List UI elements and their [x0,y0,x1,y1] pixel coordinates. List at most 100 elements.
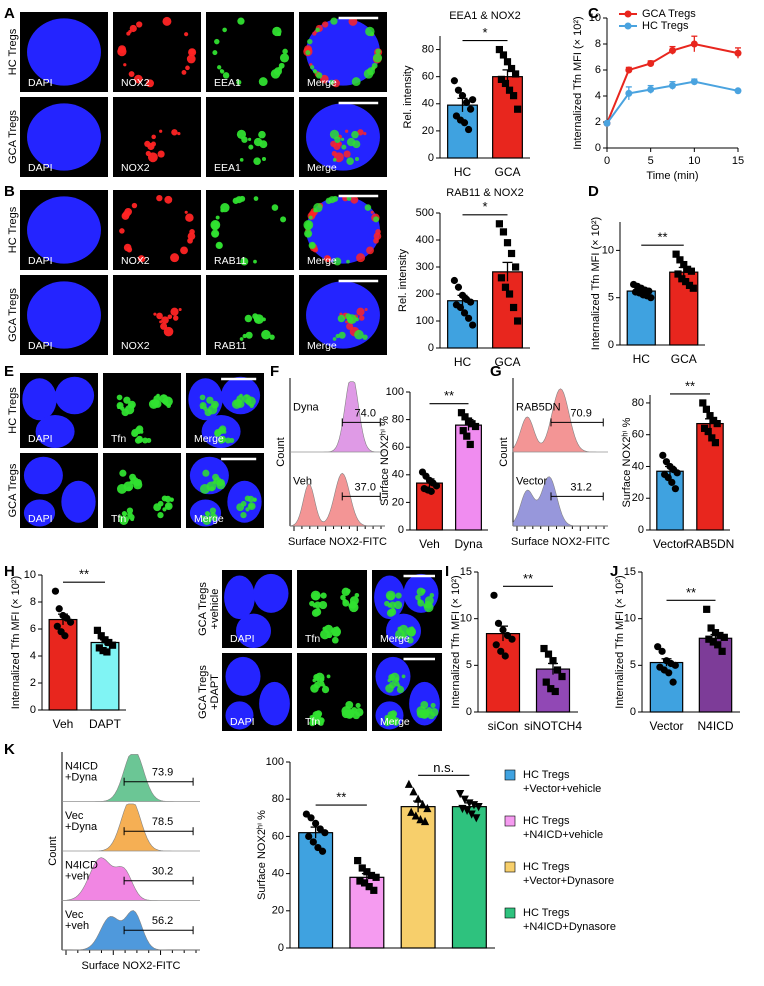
y-tick-label: 10 [624,613,636,625]
channel-label: NOX2 [121,77,150,89]
data-point [466,440,474,449]
stain-blob [167,314,173,320]
stain-blob [151,134,156,140]
stain-blob [389,672,400,683]
data-point [420,816,430,826]
data-point [454,283,463,291]
data-point [472,814,481,823]
data-point [704,427,712,436]
x-tick-label: Vector [649,719,683,733]
data-point [490,591,498,599]
stain-blob [242,394,252,404]
stain-blob [326,634,331,638]
stain-blob [209,507,217,514]
micrograph-tile [206,97,294,177]
stain-blob [185,65,190,71]
data-point [512,263,520,271]
stain-blob [325,256,332,262]
panel-letter: K [4,741,15,758]
data-point [507,249,516,258]
stain-blob [157,150,165,158]
stain-blob [307,38,313,45]
x-tick-label: 5 [648,155,654,167]
stain-blob [356,307,365,316]
bar [451,806,487,949]
stain-blob [345,700,354,709]
data-point [467,298,475,306]
stain-blob [420,700,429,709]
stain-blob [181,70,187,75]
stain-blob [277,32,282,37]
data-point [499,228,508,236]
x-tick-label: Veh [419,537,440,551]
bar [447,104,478,159]
stain-blob [212,473,219,481]
stain-blob [186,54,196,64]
stain-blob [304,222,312,231]
data-point [501,652,509,660]
stain-blob [356,253,366,263]
stain-blob [357,129,364,136]
y-tick-label: 10 [460,613,472,625]
data-point [676,256,684,264]
y-tick-label: 4 [595,90,601,102]
stain-blob [123,243,132,252]
data-point [669,82,676,90]
data-point [669,678,677,686]
y-tick-label: 0 [595,142,601,154]
stain-blob [314,672,325,683]
stain-blob [201,403,205,407]
stain-blob [328,196,336,204]
stain-blob [209,486,215,492]
data-point [461,413,469,421]
x-tick-label: siNOTCH4 [524,719,582,733]
stain-blob [422,712,429,719]
micrograph-tile [103,373,181,448]
nucleus [22,378,57,421]
stain-blob [239,337,244,341]
data-point [665,669,673,677]
stain-blob [258,77,268,86]
row-label: GCA Tregs [7,288,19,342]
data-point [672,250,680,258]
gate-value: 56.2 [152,915,173,927]
y-tick-label: 100 [266,756,284,768]
gate-value: 74.0 [355,407,376,419]
data-point [654,643,662,651]
channel-label: Merge [194,433,224,445]
bar [400,806,436,949]
stain-blob [345,129,349,133]
y-axis-label: Count [47,836,59,865]
data-point [305,832,313,841]
stain-blob [332,628,341,637]
data-point [669,47,676,54]
stain-blob [236,129,247,139]
y-tick-label: 100 [416,315,434,327]
x-tick-label: Veh [53,717,74,731]
data-point [495,45,503,54]
micrograph-tile [206,190,294,270]
x-axis-label: Surface NOX2-FITC [81,960,180,972]
legend-label: +Vector+vehicle [523,783,601,795]
nucleus [23,499,56,527]
y-axis-label: Internalized Tfn MFI (× 10²) [614,575,626,708]
stain-blob [217,65,222,70]
data-point [53,622,61,630]
data-point [625,89,633,97]
micrograph-tile [103,453,181,528]
x-tick-label: GCA [494,355,520,369]
sample-label: Vec [65,909,84,921]
stain-blob [253,196,259,201]
channel-label: Merge [307,77,337,89]
channel-label: DAPI [28,340,53,352]
sample-label: N4ICD [65,761,98,773]
y-axis-label: Rel. intensity [397,249,409,312]
stain-blob [188,48,197,57]
data-point [671,661,679,669]
row-label: HC Tregs [7,387,19,434]
data-point [467,105,475,113]
stain-blob [129,473,136,481]
micrograph-tile [113,97,201,177]
panel-letter: A [4,5,15,22]
legend-label: HC Tregs [523,769,570,781]
